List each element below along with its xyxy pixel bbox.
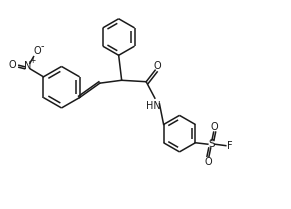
Text: O: O <box>8 60 16 70</box>
Text: -: - <box>40 41 44 51</box>
Text: S: S <box>208 139 215 149</box>
Text: O: O <box>33 46 41 56</box>
Text: O: O <box>210 122 218 132</box>
Text: F: F <box>227 141 233 151</box>
Text: O: O <box>154 61 161 71</box>
Text: +: + <box>29 56 35 65</box>
Text: O: O <box>205 157 212 167</box>
Text: N: N <box>24 61 31 71</box>
Text: HN: HN <box>146 101 161 111</box>
